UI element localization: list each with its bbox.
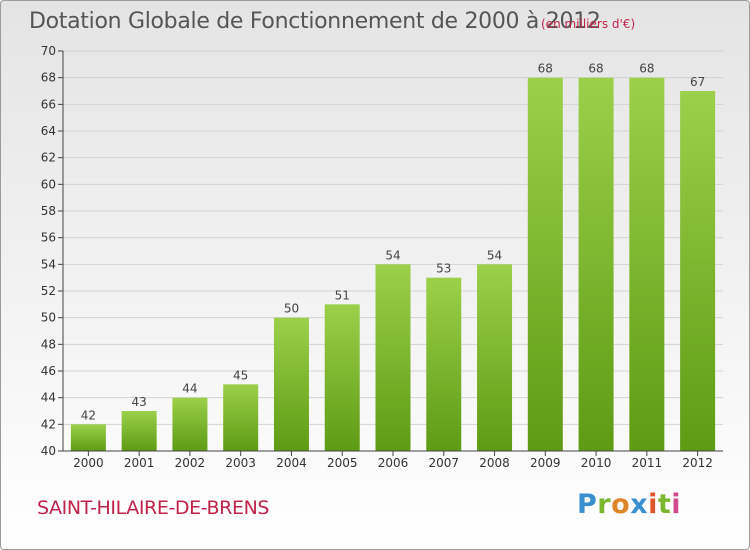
bar-2001 <box>121 411 157 451</box>
data-label: 50 <box>284 302 299 316</box>
data-label: 44 <box>182 382 197 396</box>
data-label: 68 <box>639 62 654 76</box>
y-tick-label: 50 <box>41 311 56 325</box>
commune-name: SAINT-HILAIRE-DE-BRENS <box>37 497 270 519</box>
bar-2004 <box>273 317 309 451</box>
x-tick-label: 2012 <box>682 456 713 470</box>
y-tick-label: 44 <box>41 391 56 405</box>
y-tick-label: 40 <box>41 444 56 458</box>
x-tick-label: 2008 <box>479 456 510 470</box>
data-label: 42 <box>81 408 96 422</box>
x-tick-label: 2006 <box>378 456 409 470</box>
x-tick-label: 2004 <box>276 456 307 470</box>
bar-2010 <box>578 77 614 452</box>
bar-2012 <box>680 91 716 451</box>
y-tick-label: 48 <box>41 337 56 351</box>
y-tick-label: 46 <box>41 364 56 378</box>
x-tick-label: 2010 <box>581 456 612 470</box>
data-label: 45 <box>233 368 248 382</box>
x-tick-label: 2001 <box>124 456 155 470</box>
y-tick-label: 64 <box>41 124 56 138</box>
y-tick-label: 66 <box>41 97 56 111</box>
bar-2002 <box>172 397 208 451</box>
x-tick-label: 2009 <box>530 456 561 470</box>
y-tick-label: 42 <box>41 417 56 431</box>
y-tick-label: 62 <box>41 151 56 165</box>
y-axis: 40 42 44 46 48 50 52 54 56 58 60 62 64 66 68 70 <box>41 44 64 458</box>
data-label: 67 <box>690 75 705 89</box>
bar-2009 <box>527 77 563 452</box>
bar-2006 <box>375 264 411 451</box>
bars: 42 43 44 45 50 51 54 53 54 68 68 68 67 <box>70 62 716 452</box>
x-tick-label: 2007 <box>428 456 459 470</box>
y-tick-label: 58 <box>41 204 56 218</box>
y-tick-label: 54 <box>41 257 56 271</box>
bar-2007 <box>426 277 462 451</box>
chart-subtitle: (en milliers d'€) <box>541 17 636 31</box>
bar-2011 <box>629 77 665 452</box>
bar-2005 <box>324 304 360 451</box>
chart-title: Dotation Globale de Fonctionnement de 20… <box>29 9 601 34</box>
data-label: 68 <box>588 62 603 76</box>
x-tick-label: 2003 <box>225 456 256 470</box>
bar-2000 <box>70 424 106 451</box>
y-tick-label: 56 <box>41 231 56 245</box>
x-tick-label: 2002 <box>175 456 206 470</box>
y-tick-label: 60 <box>41 177 56 191</box>
x-tick-label: 2005 <box>327 456 358 470</box>
data-label: 54 <box>385 248 400 262</box>
x-axis: 2000 2001 2002 2003 2004 2005 2006 2007 2008 2009… <box>63 450 723 470</box>
bar-2003 <box>223 384 259 451</box>
data-label: 51 <box>335 288 350 302</box>
x-tick-label: 2000 <box>73 456 104 470</box>
data-label: 43 <box>132 395 147 409</box>
y-tick-label: 70 <box>41 44 56 58</box>
x-tick-label: 2011 <box>632 456 663 470</box>
proxiti-logo[interactable]: Proxiti <box>577 489 682 520</box>
data-label: 68 <box>538 62 553 76</box>
y-tick-label: 52 <box>41 284 56 298</box>
y-tick-label: 68 <box>41 71 56 85</box>
data-label: 53 <box>436 262 451 276</box>
bar-2008 <box>477 264 513 451</box>
data-label: 54 <box>487 248 502 262</box>
